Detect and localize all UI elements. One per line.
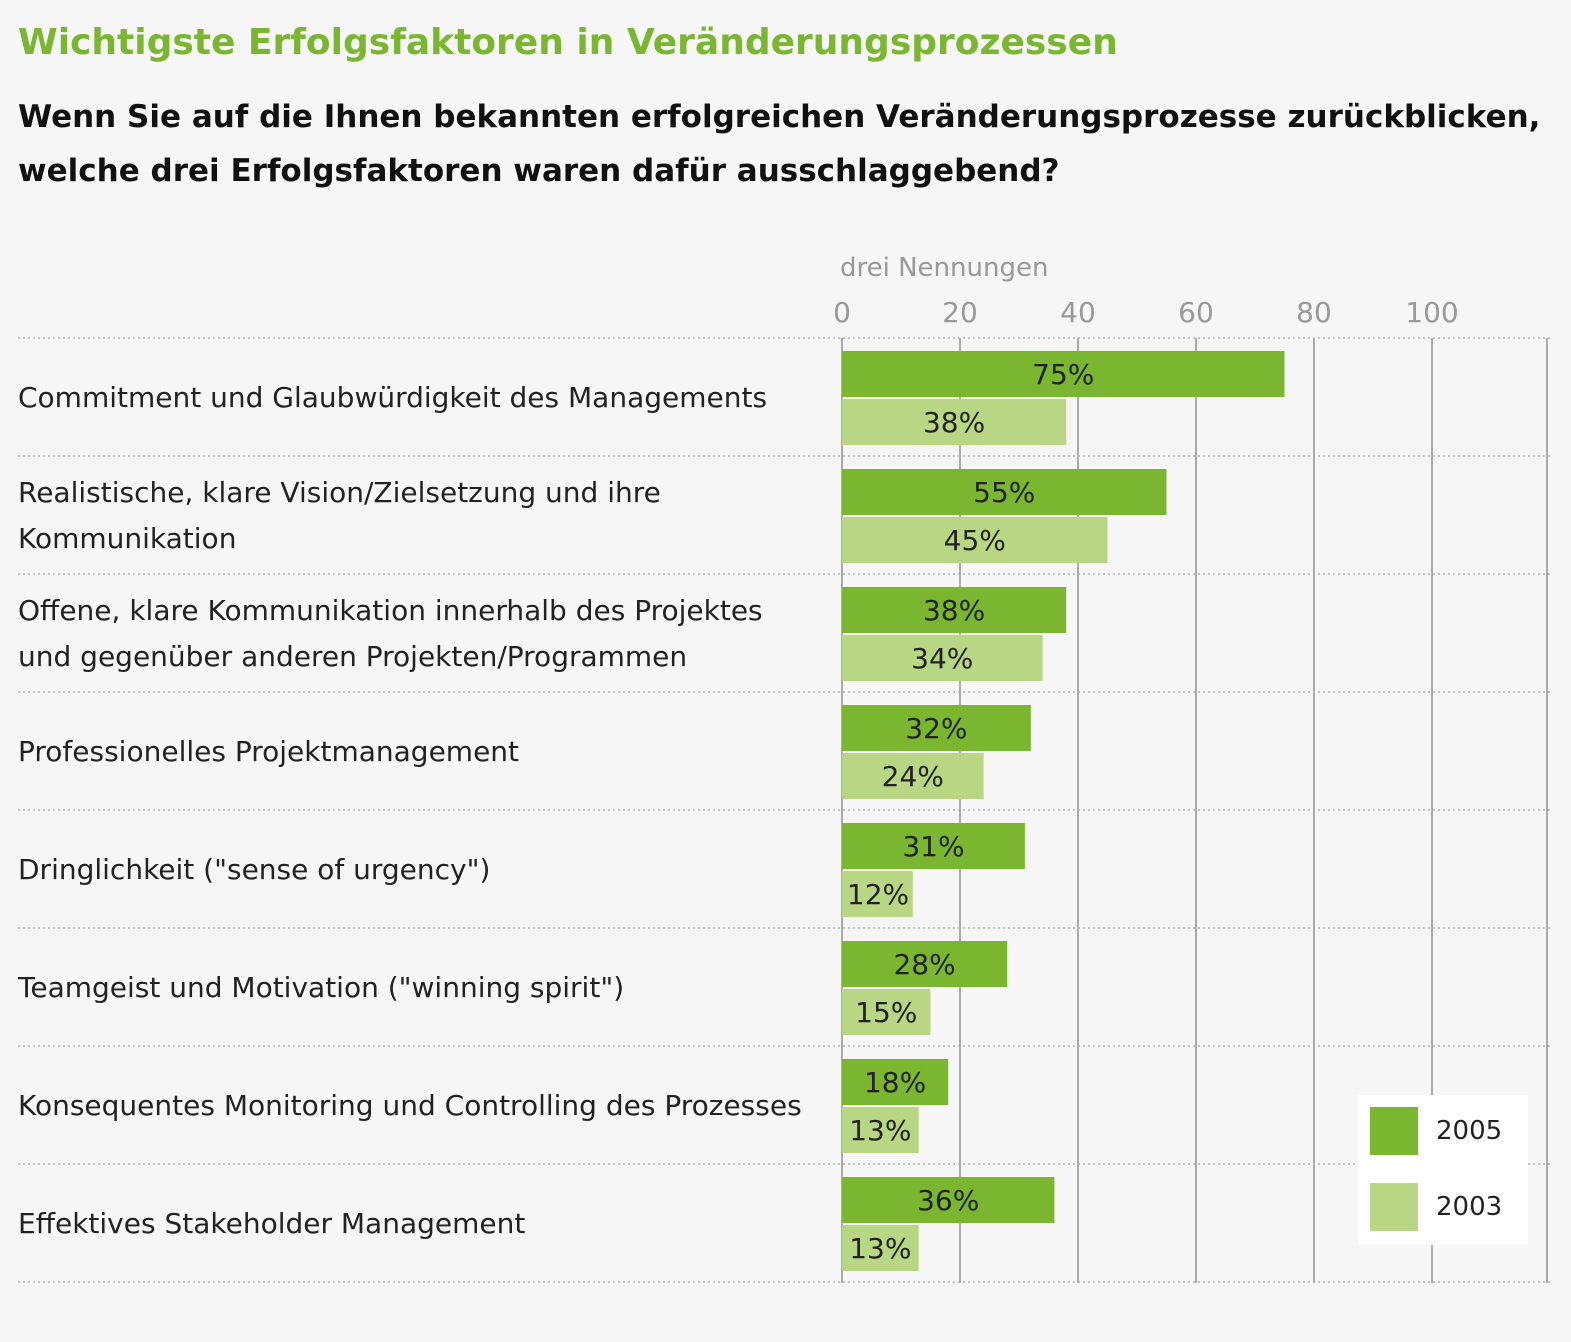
data-label-2003: 12% bbox=[847, 878, 909, 911]
x-tick-label-80: 80 bbox=[1296, 296, 1332, 329]
chart-title: Wichtigste Erfolgsfaktoren in Veränderun… bbox=[18, 22, 1118, 63]
data-label-2005: 28% bbox=[893, 948, 955, 981]
x-tick-label-0: 0 bbox=[833, 296, 851, 329]
bar-2003 bbox=[842, 753, 984, 799]
data-label-2003: 45% bbox=[944, 524, 1006, 557]
bar-2003 bbox=[842, 399, 1067, 445]
category-label: Commitment und Glaubwürdigkeit des Manag… bbox=[18, 381, 767, 414]
legend-label-2005: 2005 bbox=[1436, 1116, 1503, 1146]
category-label: Dringlichkeit ("sense of urgency") bbox=[18, 853, 490, 886]
data-label-2003: 13% bbox=[849, 1114, 911, 1147]
data-label-2005: 32% bbox=[905, 712, 967, 745]
category-label: Effektives Stakeholder Management bbox=[18, 1207, 525, 1240]
x-tick-label-20: 20 bbox=[942, 296, 978, 329]
chart-subtitle: Wenn Sie auf die Ihnen bekannten erfolgr… bbox=[18, 99, 1541, 189]
category-label: Professionelles Projektmanagement bbox=[18, 735, 519, 768]
category-label: Konsequentes Monitoring und Controlling … bbox=[18, 1089, 802, 1122]
data-label-2003: 34% bbox=[911, 642, 973, 675]
x-tick-label-40: 40 bbox=[1060, 296, 1096, 329]
bar-2005 bbox=[842, 823, 1025, 869]
legend-swatch-2005 bbox=[1370, 1107, 1418, 1155]
bar-2003 bbox=[842, 871, 913, 917]
legend-swatch-2003 bbox=[1370, 1183, 1418, 1231]
data-label-2003: 24% bbox=[882, 760, 944, 793]
bar-2003 bbox=[842, 1107, 919, 1153]
bar-2005 bbox=[842, 351, 1285, 397]
data-label-2005: 75% bbox=[1032, 358, 1094, 391]
data-label-2003: 15% bbox=[855, 996, 917, 1029]
data-label-2005: 55% bbox=[973, 476, 1035, 509]
x-tick-label-60: 60 bbox=[1178, 296, 1214, 329]
legend-label-2003: 2003 bbox=[1436, 1192, 1503, 1222]
category-label: Offene, klare Kommunikation innerhalb de… bbox=[18, 594, 763, 627]
data-label-2005: 31% bbox=[902, 830, 964, 863]
bar-2003 bbox=[842, 1225, 919, 1271]
data-label-2005: 36% bbox=[917, 1184, 979, 1217]
category-label: Realistische, klare Vision/Zielsetzung u… bbox=[18, 476, 661, 509]
bar-2003 bbox=[842, 989, 931, 1035]
bar-2005 bbox=[842, 1177, 1055, 1223]
legend: 2005 2003 bbox=[1358, 1095, 1528, 1245]
x-axis-label: drei Nennungen bbox=[840, 253, 1048, 283]
x-tick-label-100: 100 bbox=[1405, 296, 1458, 329]
category-label: und gegenüber anderen Projekten/Programm… bbox=[18, 640, 687, 673]
bar-2005 bbox=[842, 941, 1008, 987]
legend-item-2005: 2005 bbox=[1370, 1107, 1502, 1155]
bar-2003 bbox=[842, 517, 1108, 563]
data-label-2005: 18% bbox=[864, 1066, 926, 1099]
bar-2005 bbox=[842, 1059, 949, 1105]
legend-item-2003: 2003 bbox=[1370, 1183, 1502, 1231]
category-label: Teamgeist und Motivation ("winning spiri… bbox=[17, 971, 624, 1004]
bar-2003 bbox=[842, 635, 1043, 681]
bar-2005 bbox=[842, 587, 1067, 633]
data-label-2003: 38% bbox=[923, 406, 985, 439]
bar-2005 bbox=[842, 705, 1031, 751]
data-label-2003: 13% bbox=[849, 1232, 911, 1265]
category-label: Kommunikation bbox=[18, 522, 236, 555]
bar-2005 bbox=[842, 469, 1167, 515]
data-label-2005: 38% bbox=[923, 594, 985, 627]
